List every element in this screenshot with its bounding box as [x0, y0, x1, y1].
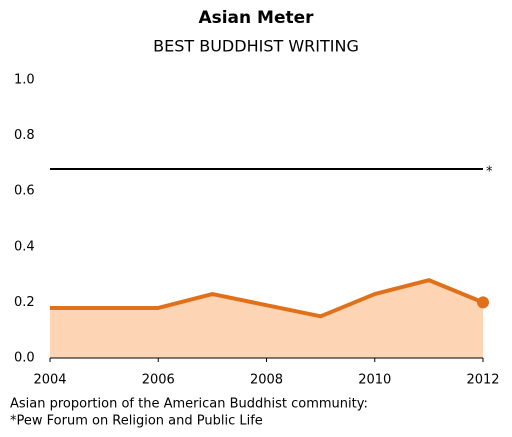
- y-tick-label: 0.8: [14, 128, 35, 143]
- reference-label: *: [486, 164, 493, 179]
- footnote: Asian proportion of the American Buddhis…: [10, 397, 368, 412]
- end-marker: [477, 296, 489, 309]
- x-tick-label: 2008: [250, 373, 283, 388]
- y-tick-label: 0.4: [14, 239, 35, 254]
- x-tick-label: 2006: [142, 373, 175, 388]
- chart-subtitle: BEST BUDDHIST WRITING: [153, 37, 359, 56]
- chart-title: Asian Meter: [198, 8, 314, 28]
- x-tick-label: 2004: [33, 373, 66, 388]
- y-tick-label: 0.6: [14, 184, 35, 199]
- area: [50, 280, 483, 358]
- y-tick-label: 0.2: [14, 295, 35, 310]
- y-tick-label: 0.0: [14, 351, 35, 366]
- x-tick-label: 2010: [358, 373, 391, 388]
- footnote: *Pew Forum on Religion and Public Life: [10, 414, 263, 429]
- line: [50, 278, 484, 319]
- y-tick-label: 1.0: [14, 73, 35, 88]
- x-tick-label: 2012: [466, 373, 499, 388]
